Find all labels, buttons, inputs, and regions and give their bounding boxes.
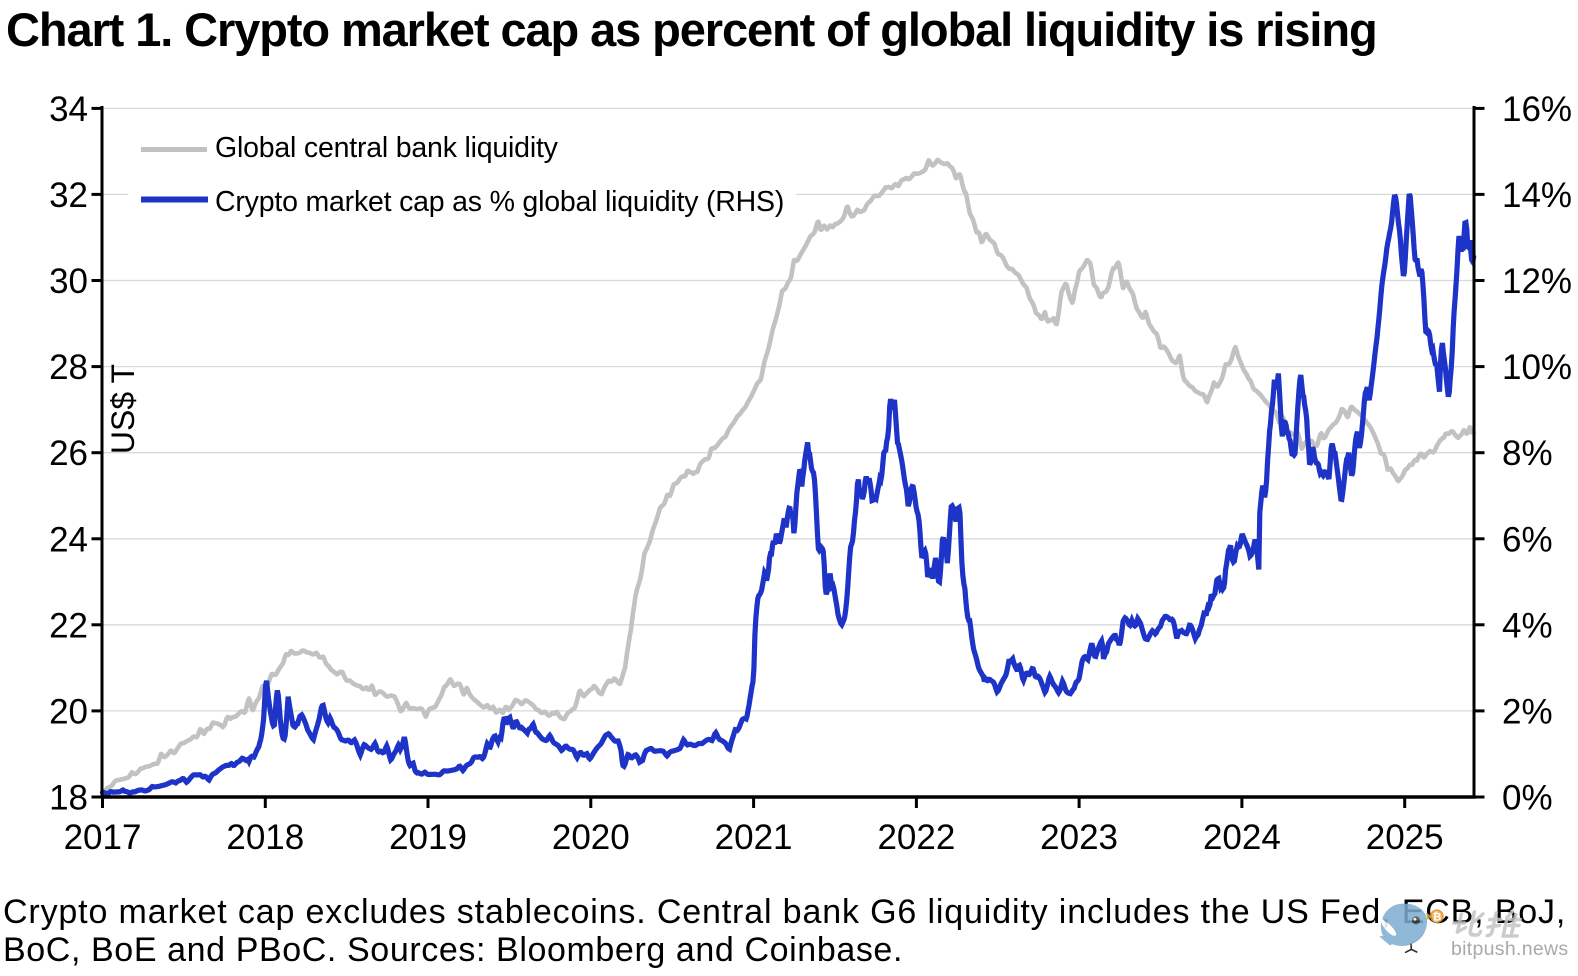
svg-text:8%: 8% xyxy=(1502,434,1553,473)
svg-text:34: 34 xyxy=(49,90,88,129)
svg-text:32: 32 xyxy=(49,176,88,215)
svg-text:30: 30 xyxy=(49,262,88,301)
svg-text:2018: 2018 xyxy=(226,818,304,857)
svg-text:14%: 14% xyxy=(1502,176,1572,215)
svg-text:2023: 2023 xyxy=(1040,818,1118,857)
svg-text:6%: 6% xyxy=(1502,520,1553,559)
svg-text:BoC, BoE and PBoC. Sources: Bl: BoC, BoE and PBoC. Sources: Bloomberg an… xyxy=(3,931,903,969)
svg-text:10%: 10% xyxy=(1502,348,1572,387)
svg-text:22: 22 xyxy=(49,606,88,645)
svg-text:2022: 2022 xyxy=(877,818,955,857)
svg-text:16%: 16% xyxy=(1502,90,1572,129)
svg-text:Crypto market cap excludes sta: Crypto market cap excludes stablecoins. … xyxy=(3,893,1566,931)
svg-text:2021: 2021 xyxy=(715,818,793,857)
svg-text:26: 26 xyxy=(49,434,88,473)
svg-text:28: 28 xyxy=(49,348,88,387)
svg-text:2%: 2% xyxy=(1502,692,1553,731)
svg-text:Global central bank liquidity: Global central bank liquidity xyxy=(215,132,559,164)
svg-text:Crypto market cap as % global: Crypto market cap as % global liquidity … xyxy=(215,186,784,218)
svg-text:₿: ₿ xyxy=(1432,911,1441,923)
svg-text:2017: 2017 xyxy=(64,818,142,857)
svg-text:2020: 2020 xyxy=(552,818,630,857)
svg-text:US$ T: US$ T xyxy=(105,364,141,454)
svg-text:bitpush.news: bitpush.news xyxy=(1451,938,1568,960)
svg-text:4%: 4% xyxy=(1502,606,1553,645)
svg-text:Chart 1. Crypto market cap as: Chart 1. Crypto market cap as percent of… xyxy=(6,3,1377,56)
svg-text:18: 18 xyxy=(49,779,88,818)
svg-text:2019: 2019 xyxy=(389,818,467,857)
svg-text:24: 24 xyxy=(49,520,88,559)
svg-text:2024: 2024 xyxy=(1203,818,1281,857)
svg-text:0%: 0% xyxy=(1502,779,1553,818)
svg-text:2025: 2025 xyxy=(1366,818,1444,857)
svg-text:12%: 12% xyxy=(1502,262,1572,301)
svg-text:20: 20 xyxy=(49,692,88,731)
